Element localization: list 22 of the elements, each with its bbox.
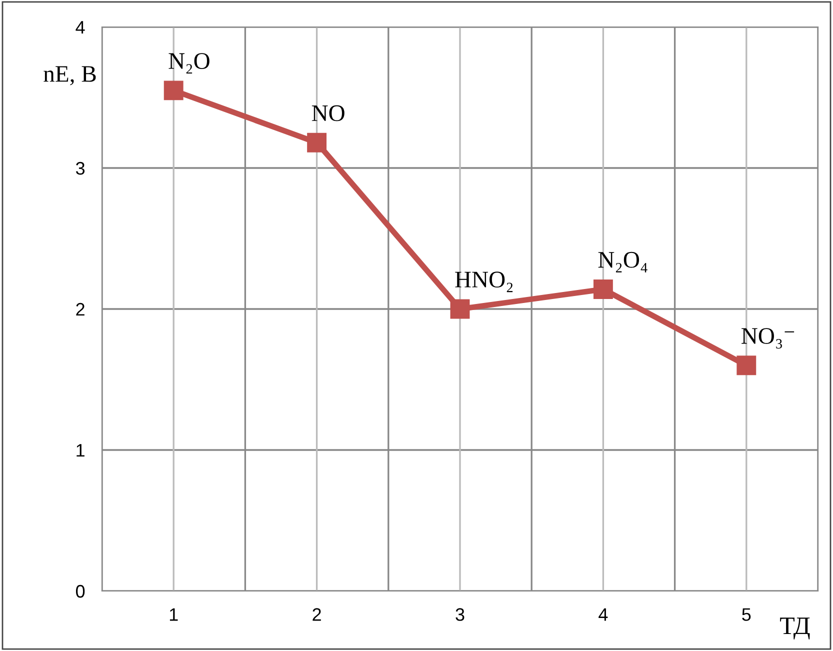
- point: [307, 132, 327, 152]
- x-tick-label: 5: [742, 608, 751, 621]
- annotation: N₂O: [168, 53, 210, 74]
- y-tick-label: 2: [76, 302, 84, 316]
- annotation: NO: [312, 105, 344, 122]
- annotation: HNO₂: [455, 272, 513, 292]
- y-tick-label: 1: [76, 444, 84, 457]
- point: [593, 280, 613, 299]
- y-tick-label: 4: [76, 21, 85, 34]
- x-tick-label: 4: [598, 608, 608, 621]
- x-tick-label: 3: [456, 608, 464, 621]
- y-tick-label: 3: [76, 162, 85, 175]
- x-axis-title: ТД: [780, 618, 810, 640]
- point: [450, 299, 470, 319]
- x-tick-label: 2: [312, 608, 321, 621]
- annotation: NO₃⁻: [742, 328, 794, 349]
- point: [164, 80, 184, 100]
- y-axis-title: nE, В: [44, 66, 96, 86]
- point: [736, 356, 756, 376]
- x-tick-label: 1: [170, 608, 178, 621]
- annotation: N₂O₄: [598, 252, 648, 272]
- y-tick-label: 0: [76, 584, 85, 598]
